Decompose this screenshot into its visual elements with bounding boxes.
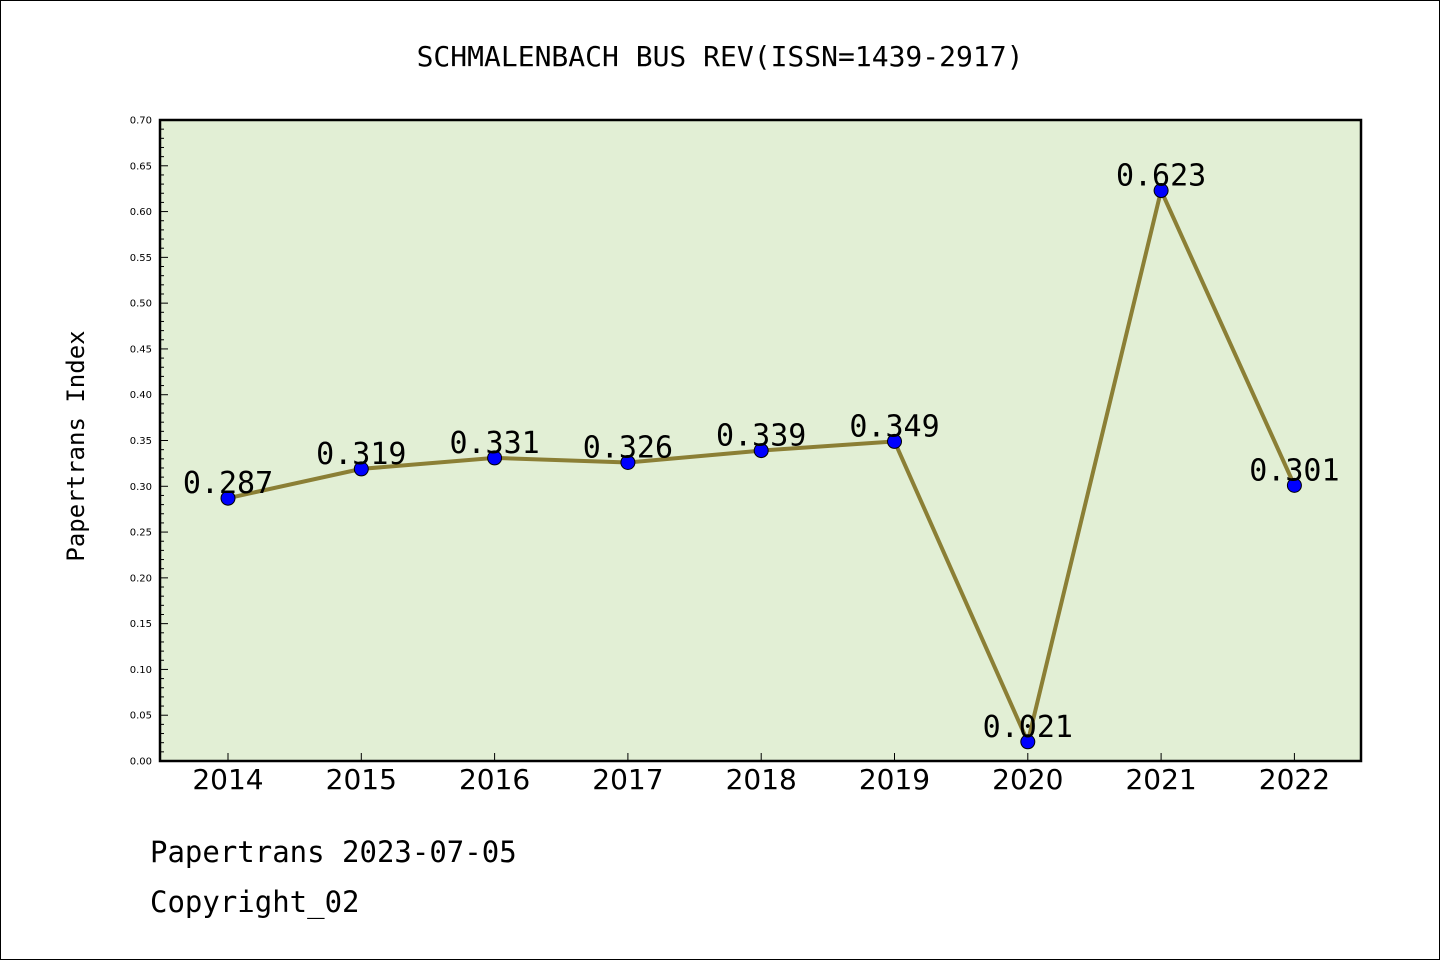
x-tick-label: 2015 — [326, 763, 397, 796]
footer-copyright: Copyright_02 — [150, 885, 360, 919]
y-tick-label: 0.00 — [130, 757, 152, 768]
data-point — [220, 490, 236, 506]
y-tick-label: 0.55 — [130, 253, 152, 264]
data-label: 0.319 — [316, 437, 406, 472]
data-point — [1286, 477, 1302, 493]
data-point — [887, 433, 902, 449]
plot-area — [158, 118, 1363, 763]
data-label: 0.331 — [449, 426, 539, 461]
y-tick-label: 0.60 — [130, 207, 152, 218]
y-axis-label: Papertrans Index — [62, 330, 90, 561]
data-label: 0.287 — [183, 466, 273, 501]
data-point — [620, 454, 636, 470]
y-tick-label: 0.15 — [130, 619, 152, 630]
data-point — [353, 461, 369, 477]
data-label: 0.021 — [983, 710, 1073, 745]
chart-title: SCHMALENBACH BUS REV(ISSN=1439-2917) — [417, 40, 1024, 73]
x-tick-label: 2020 — [992, 763, 1063, 796]
y-tick-label: 0.10 — [130, 665, 152, 676]
y-tick-label: 0.30 — [130, 482, 152, 493]
data-label: 0.301 — [1249, 453, 1339, 488]
y-tick-label: 0.05 — [130, 711, 152, 722]
x-axis: 2014 2015 2016 2017 2018 2019 2020 2021 2022 — [192, 753, 1330, 796]
data-labels: 0.287 0.319 0.331 0.326 0.339 0.349 0.021 0.623… — [183, 159, 1340, 745]
y-tick-label: 0.20 — [130, 573, 152, 584]
x-tick-label: 2016 — [459, 763, 530, 796]
y-tick-label: 0.25 — [130, 528, 152, 539]
y-axis: 0.00 0.05 0.10 0.15 0.20 0.25 0.30 0.35 0.40 0.45… — [130, 116, 168, 768]
y-tick-label: 0.35 — [130, 436, 152, 447]
y-tick-label: 0.45 — [130, 344, 152, 355]
series-markers — [220, 183, 1302, 750]
data-point — [753, 443, 769, 459]
data-point — [1020, 734, 1036, 750]
data-label: 0.349 — [849, 409, 939, 444]
data-label: 0.326 — [583, 430, 673, 465]
y-tick-label: 0.65 — [130, 161, 152, 172]
y-tick-label: 0.40 — [130, 390, 152, 401]
y-tick-label: 0.50 — [130, 299, 152, 310]
data-label: 0.339 — [716, 419, 806, 454]
footer-date: Papertrans 2023-07-05 — [150, 835, 517, 869]
x-tick-label: 2019 — [859, 763, 930, 796]
data-label: 0.623 — [1116, 159, 1206, 194]
y-tick-label: 0.70 — [130, 116, 152, 127]
x-tick-label: 2014 — [192, 763, 263, 796]
x-tick-label: 2017 — [592, 763, 663, 796]
x-tick-label: 2022 — [1259, 763, 1330, 796]
data-point — [1153, 183, 1169, 199]
data-point — [487, 450, 503, 466]
x-tick-label: 2021 — [1125, 763, 1196, 796]
x-tick-label: 2018 — [726, 763, 797, 796]
